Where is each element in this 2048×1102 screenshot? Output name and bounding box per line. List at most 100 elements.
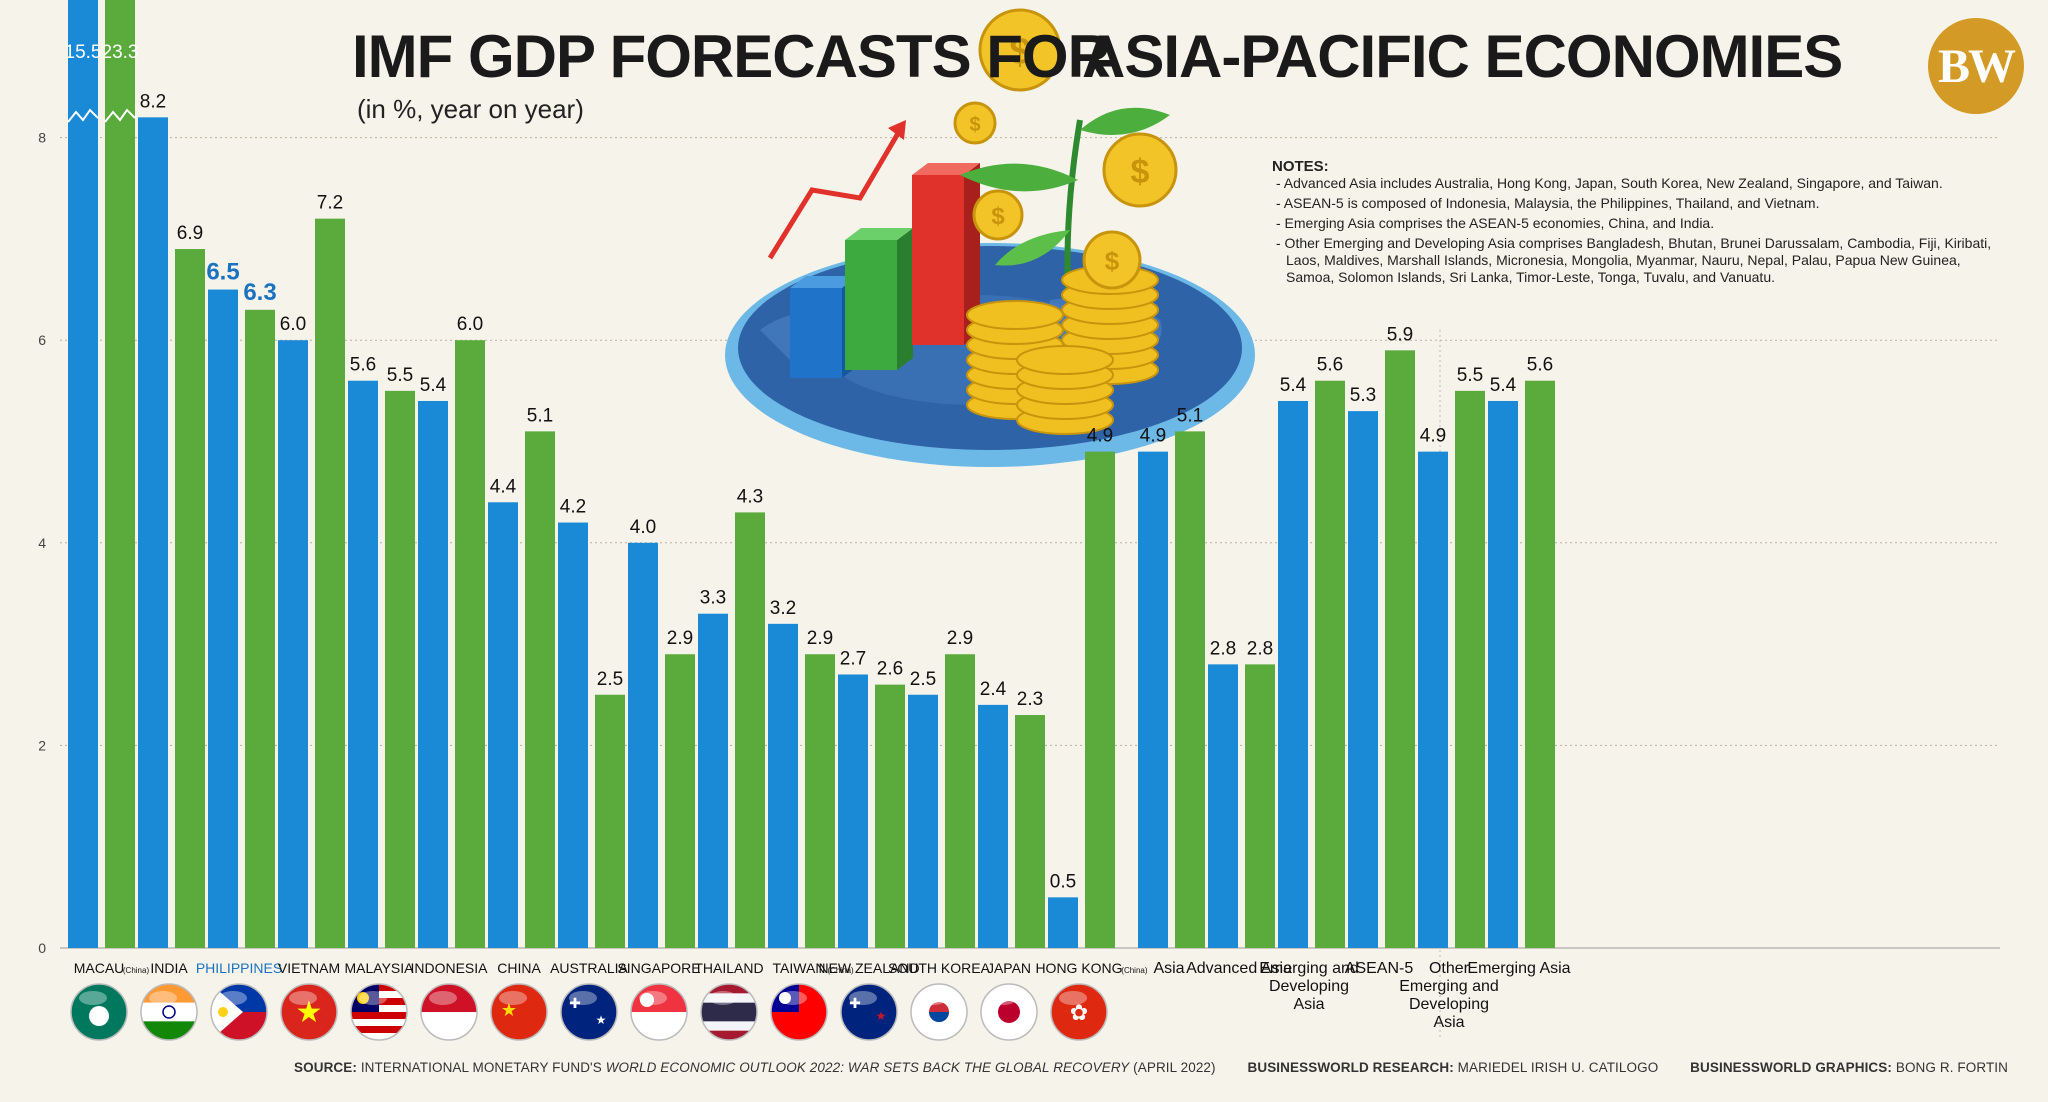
bar <box>105 0 135 948</box>
bar <box>245 309 275 948</box>
category-label: Emerging Asia <box>1467 960 1570 977</box>
bar <box>1385 350 1415 949</box>
data-label: 2.7 <box>840 648 866 669</box>
bar <box>558 522 588 948</box>
bar <box>805 654 835 948</box>
category-note: (China) <box>123 966 150 975</box>
y-tick-label: 0 <box>38 940 46 956</box>
source-title: WORLD ECONOMIC OUTLOOK 2022: WAR SETS BA… <box>605 1060 1130 1075</box>
svg-text:★: ★ <box>876 1009 887 1023</box>
philippines-flag-icon <box>210 983 268 1041</box>
bar-series <box>67 0 1555 949</box>
bar <box>1348 411 1378 948</box>
bar <box>315 218 345 948</box>
data-label: 6.0 <box>280 314 306 335</box>
y-tick-label: 6 <box>38 332 46 348</box>
bar <box>735 512 765 948</box>
title-part-2: ASIA-PACIFIC ECONOMIES <box>1082 23 1843 90</box>
category-label: Asia <box>1153 960 1184 977</box>
note-item: - Emerging Asia comprises the ASEAN-5 ec… <box>1276 215 1715 231</box>
data-label: 5.9 <box>1387 324 1413 345</box>
australia-flag-icon: ✚★ <box>560 983 618 1041</box>
data-label: 2.6 <box>877 659 903 680</box>
category-label: SOUTH KOREA <box>888 960 991 976</box>
bar <box>1015 715 1045 948</box>
data-label: 2.5 <box>597 669 623 690</box>
svg-text:★: ★ <box>501 1000 517 1020</box>
bar <box>1455 390 1485 949</box>
category-label: MACAU <box>74 960 125 976</box>
bar <box>1525 380 1555 949</box>
south-korea-flag-icon <box>910 983 968 1041</box>
bar <box>208 289 238 948</box>
bar <box>278 340 308 948</box>
svg-text:$: $ <box>1131 153 1150 191</box>
svg-text:✚: ✚ <box>849 995 861 1011</box>
hong-kong-flag-icon: ✿ <box>1050 983 1108 1041</box>
category-label: HONG KONG <box>1035 960 1122 976</box>
bar <box>68 0 98 948</box>
title-part-1: IMF GDP FORECASTS FOR <box>352 23 1111 90</box>
data-label: 6.9 <box>177 223 203 244</box>
flag-icons: ★ ★ ✚★✚★ ✿ <box>70 983 1108 1041</box>
data-label: 5.3 <box>1350 385 1376 406</box>
y-axis-ticks: 0 2 4 6 8 <box>38 130 46 956</box>
bar <box>1175 431 1205 948</box>
new-zealand-flag-icon: ✚★ <box>840 983 898 1041</box>
note-item: - Advanced Asia includes Australia, Hong… <box>1276 175 1943 191</box>
category-label: CHINA <box>497 960 541 976</box>
bar <box>1048 897 1078 948</box>
bar <box>418 400 448 949</box>
svg-text:✿: ✿ <box>1070 1000 1088 1025</box>
svg-text:$: $ <box>1009 31 1030 73</box>
bar <box>348 380 378 949</box>
category-label: THAILAND <box>694 960 763 976</box>
data-label: 5.1 <box>1177 405 1203 426</box>
bar <box>525 431 555 948</box>
data-label: 6.3 <box>243 279 276 306</box>
data-label: 4.9 <box>1140 426 1166 447</box>
data-label: 5.4 <box>1490 375 1517 396</box>
bar <box>385 390 415 949</box>
source-text-1: INTERNATIONAL MONETARY FUND'S <box>360 1060 602 1075</box>
category-label: Advanced Asia <box>1186 960 1292 977</box>
category-label: JAPAN <box>987 960 1031 976</box>
bar <box>138 117 168 949</box>
bar <box>768 623 798 948</box>
category-label: NEW ZEALAND <box>818 960 919 976</box>
svg-text:★: ★ <box>596 1013 607 1027</box>
bar <box>875 684 905 948</box>
businessworld-logo: BW <box>1928 18 2024 114</box>
data-label: 2.9 <box>947 628 973 649</box>
category-label: Developing <box>1269 978 1349 995</box>
data-label: 6.5 <box>206 259 239 286</box>
y-tick-label: 4 <box>38 535 46 551</box>
bar <box>175 249 205 948</box>
page-title: IMF GDP FORECASTS FOR ASIA-PACIFIC ECONO… <box>352 22 1843 91</box>
bar <box>945 654 975 948</box>
bar <box>1085 451 1115 948</box>
data-label: 3.3 <box>700 588 726 609</box>
source-text-2: (APRIL 2022) <box>1133 1060 1216 1075</box>
svg-text:★: ★ <box>296 996 323 1029</box>
data-label: 5.4 <box>420 375 447 396</box>
svg-text:$: $ <box>969 114 980 136</box>
data-label: 3.2 <box>770 598 796 619</box>
bar <box>978 704 1008 948</box>
data-label: 4.9 <box>1087 426 1113 447</box>
axis-break-mark <box>67 108 99 123</box>
credits-footer: SOURCE: INTERNATIONAL MONETARY FUND'S WO… <box>0 1060 2008 1075</box>
svg-text:✚: ✚ <box>569 995 581 1011</box>
category-label: Asia <box>1433 1014 1464 1031</box>
category-label: SINGAPORE <box>617 960 700 976</box>
data-label: 4.3 <box>737 486 763 507</box>
bar <box>595 694 625 948</box>
y-tick-label: 8 <box>38 130 46 146</box>
data-label: 5.6 <box>1317 355 1343 376</box>
bar <box>1208 664 1238 948</box>
bar <box>1315 380 1345 949</box>
data-label: 2.5 <box>910 669 936 690</box>
taiwan-flag-icon <box>770 983 828 1041</box>
category-label: Emerging and <box>1399 978 1499 995</box>
svg-text:$: $ <box>1105 246 1120 276</box>
